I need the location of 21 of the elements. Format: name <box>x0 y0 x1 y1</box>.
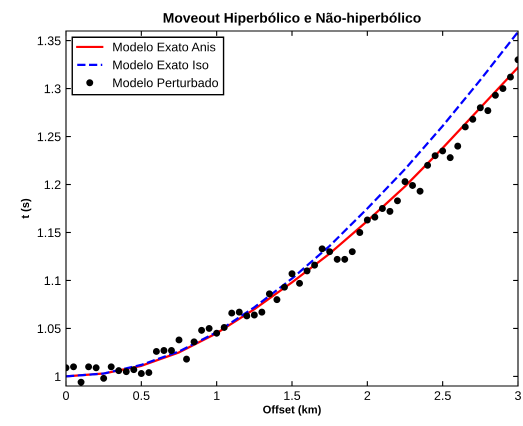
y-tick-label: 1 <box>55 372 61 381</box>
y-tick-label: 1.35 <box>38 36 61 46</box>
legend-label: Modelo Exato Anis <box>113 42 216 52</box>
x-tick-label: 0 <box>63 391 69 400</box>
x-tick-label: 3 <box>515 391 521 400</box>
y-tick-label: 1.05 <box>38 324 61 334</box>
x-tick-label: 2.5 <box>434 391 451 400</box>
legend-label: Modelo Exato Iso <box>113 60 208 70</box>
y-tick-label: 1.1 <box>44 276 61 285</box>
y-tick-label: 1.3 <box>44 84 61 94</box>
chart-title: Moveout Hiperbólico e Não-hiperbólico <box>164 12 421 26</box>
y-axis-title: t (s) <box>20 198 32 219</box>
y-tick-label: 1.15 <box>38 228 61 238</box>
x-axis-title: Offset (km) <box>263 405 321 416</box>
y-tick-label: 1.2 <box>44 180 61 190</box>
x-tick-label: 1 <box>214 391 220 400</box>
legend-label: Modelo Perturbado <box>113 78 218 88</box>
x-tick-label: 1.5 <box>284 391 300 400</box>
x-tick-label: 2 <box>364 391 370 400</box>
y-tick-label: 1.25 <box>38 132 61 142</box>
x-tick-label: 0.5 <box>133 391 150 400</box>
